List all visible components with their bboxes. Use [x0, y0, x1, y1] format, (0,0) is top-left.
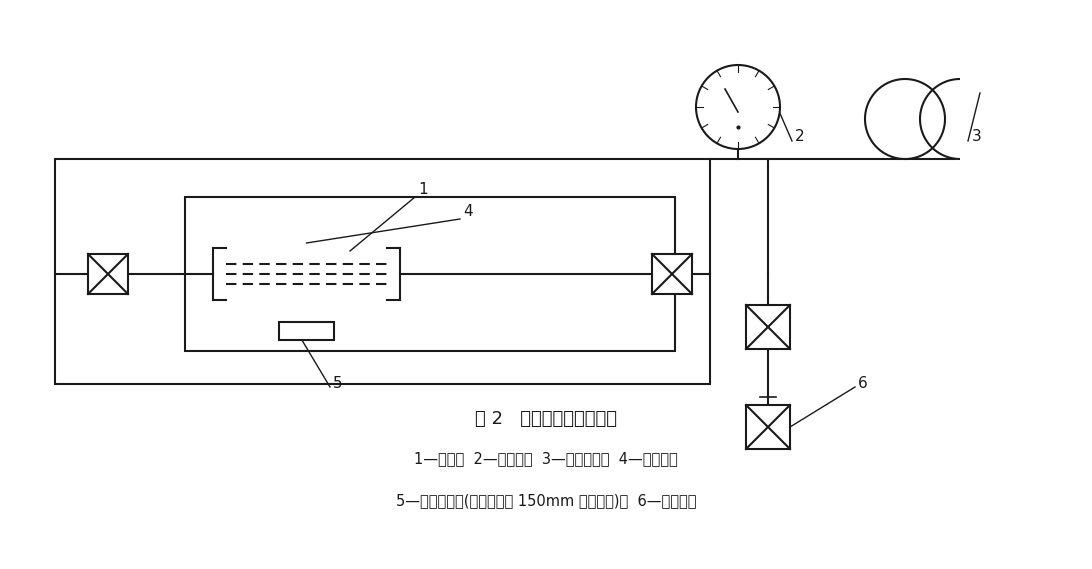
Text: 图 2   热冲击试验典型装置: 图 2 热冲击试验典型装置	[475, 410, 617, 428]
Bar	[88, 254, 128, 294]
Circle shape	[865, 79, 945, 159]
Circle shape	[696, 65, 780, 149]
Bar	[746, 405, 790, 449]
Bar	[185, 197, 675, 351]
Bar	[652, 254, 692, 294]
Text: 3: 3	[972, 129, 982, 144]
Bar	[278, 322, 334, 340]
Text: 1: 1	[418, 182, 428, 197]
Text: 6: 6	[858, 376, 868, 391]
Text: 1—箱子；  2—指示表；  3—高温油泵；  4—试验管；: 1—箱子； 2—指示表； 3—高温油泵； 4—试验管；	[414, 451, 678, 467]
Bar	[55, 159, 710, 384]
Text: 5: 5	[333, 376, 343, 391]
Bar	[746, 305, 790, 349]
Text: 4: 4	[463, 204, 473, 219]
Text: 5—环境测量点(距离试验管 150mm 以内测量)；  6—高压源。: 5—环境测量点(距离试验管 150mm 以内测量)； 6—高压源。	[395, 493, 697, 509]
Text: 2: 2	[795, 129, 805, 144]
